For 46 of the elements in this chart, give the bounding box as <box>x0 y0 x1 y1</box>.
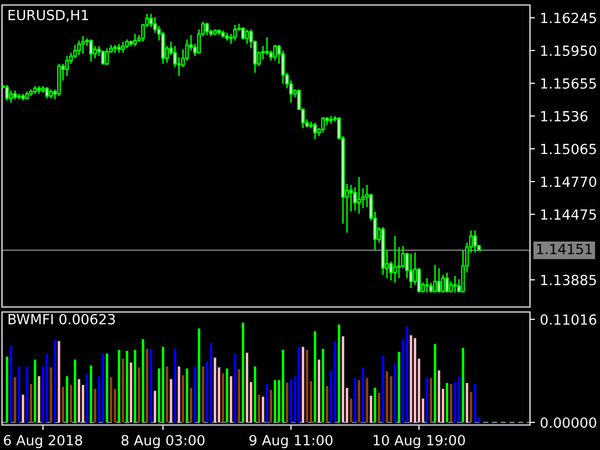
y-tick-label: 1.14475 <box>541 209 596 220</box>
candlestick <box>133 33 137 47</box>
candlestick <box>429 282 433 294</box>
candlestick <box>453 275 457 294</box>
candlestick <box>101 50 105 65</box>
candlestick <box>89 38 93 62</box>
y-tick-label: 1.14770 <box>541 176 596 188</box>
candlestick <box>105 48 109 66</box>
y-tick-label: 1.13885 <box>541 274 596 286</box>
ref-line-label: 1.14151 <box>537 244 592 254</box>
candlestick <box>9 90 13 104</box>
x-tick-label: 8 Aug 03:00 <box>122 434 204 448</box>
y-tick-label: 1.15065 <box>541 144 596 154</box>
x-tick-label: 6 Aug 2018 <box>4 434 82 448</box>
candlestick <box>121 40 125 54</box>
candlestick <box>205 22 209 36</box>
candlestick <box>273 44 277 62</box>
candlestick <box>321 116 325 134</box>
x-tick-label: 9 Aug 11:00 <box>249 434 332 448</box>
candlestick <box>241 26 245 40</box>
y-tick-label: 0.00000 <box>540 417 596 428</box>
chart-title: BWMFI 0.00623 <box>8 314 115 324</box>
candlestick <box>5 84 9 102</box>
candlestick <box>77 40 81 56</box>
candlestick <box>81 35 85 55</box>
candlestick <box>437 267 441 294</box>
candlestick <box>433 264 437 294</box>
y-tick-label: 1.15655 <box>541 78 596 89</box>
candlestick <box>349 184 353 212</box>
candlestick <box>245 28 249 45</box>
candlestick <box>357 176 361 214</box>
chart-title: EURUSD,H1 <box>8 10 88 22</box>
y-tick-label: 1.1536 <box>541 111 588 122</box>
y-tick-label: 0.11016 <box>540 314 596 325</box>
x-tick-label: 10 Aug 19:00 <box>374 434 465 448</box>
candlestick <box>473 230 477 254</box>
candlestick <box>233 24 237 42</box>
y-tick-label: 1.16245 <box>541 12 596 24</box>
candlestick <box>445 272 449 294</box>
y-tick-label: 1.15950 <box>541 45 596 56</box>
candlestick <box>45 86 49 99</box>
candlestick <box>409 253 413 289</box>
candlestick <box>393 235 397 284</box>
candlestick <box>65 55 69 77</box>
candlestick <box>313 122 317 140</box>
candlestick <box>425 277 429 294</box>
